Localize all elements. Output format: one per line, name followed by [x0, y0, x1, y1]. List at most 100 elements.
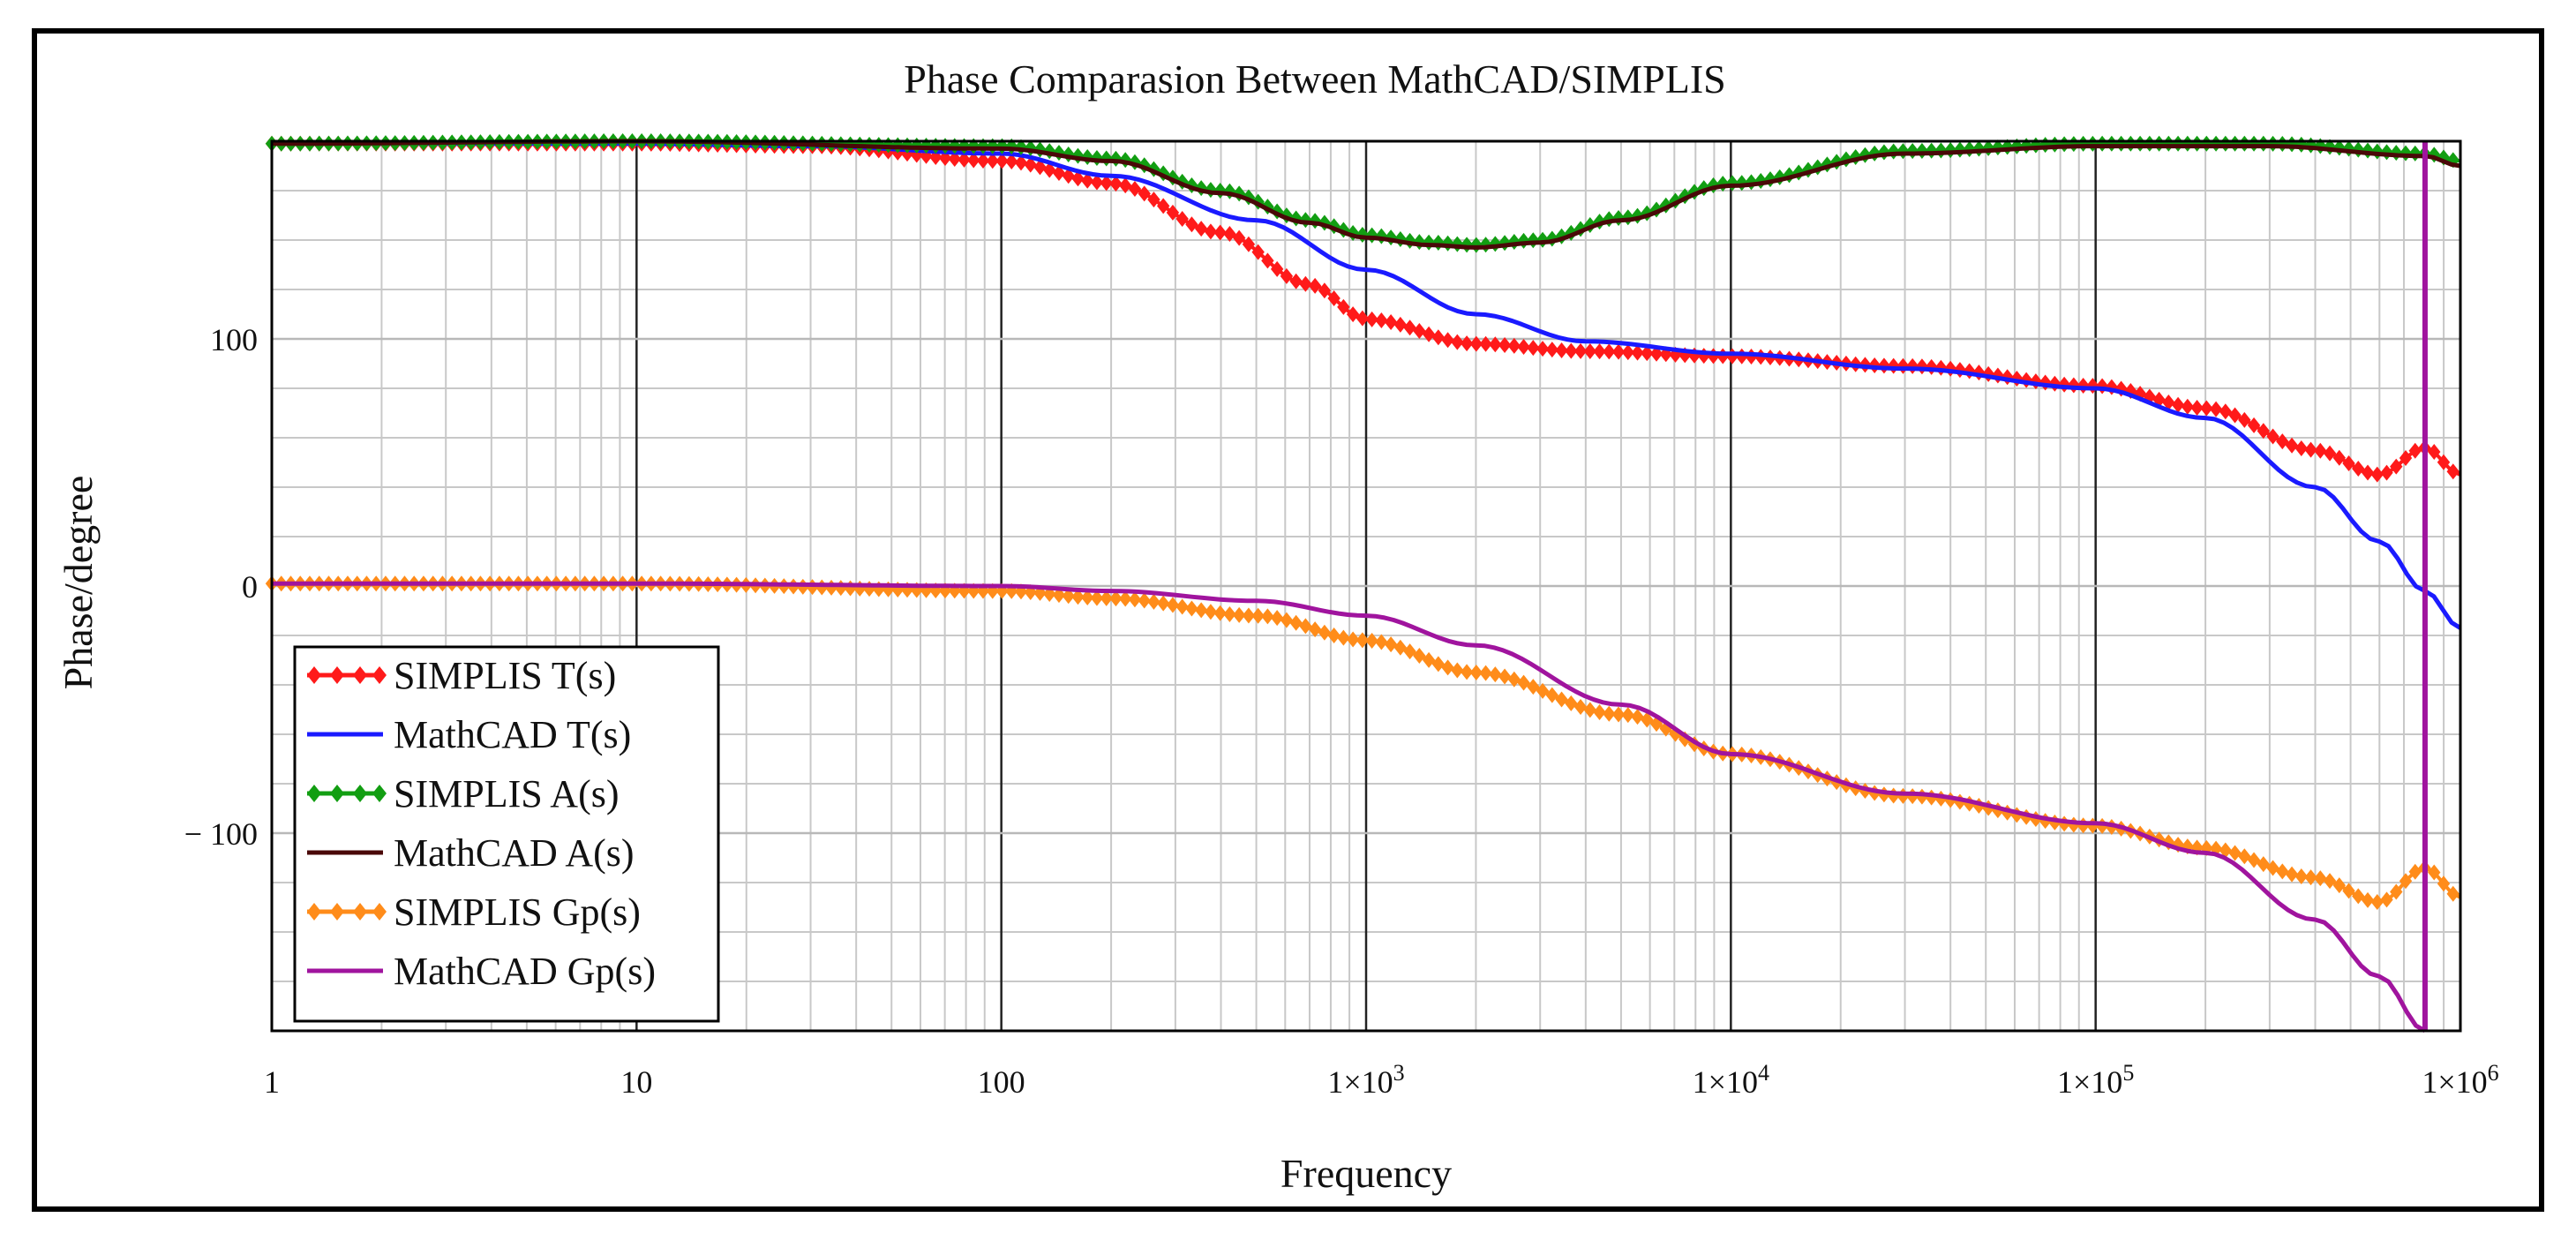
legend-label: MathCAD Gp(s) [394, 950, 656, 993]
data-point [986, 153, 999, 169]
chart-title: Phase Comparasion Between MathCAD/SIMPLI… [904, 56, 1725, 101]
data-point [2228, 407, 2242, 424]
data-point [1905, 143, 1919, 160]
legend-swatch-marker [330, 666, 344, 684]
data-point [1270, 610, 1284, 627]
legend-swatch-marker [372, 785, 387, 802]
legend-swatch-marker [353, 785, 367, 802]
x-tick-label: 1×106 [2422, 1060, 2498, 1100]
series-simplis-t-s [265, 135, 2461, 483]
data-point [1194, 602, 1208, 619]
data-point [1251, 244, 1265, 260]
data-point [1156, 165, 1170, 182]
data-point [1573, 342, 1588, 359]
data-point [1033, 159, 1047, 176]
data-point [2352, 888, 2365, 905]
data-point [1498, 336, 1512, 353]
data-point [2294, 136, 2308, 153]
legend-swatch-marker [307, 903, 321, 921]
data-point [2408, 442, 2422, 459]
data-point [1697, 180, 1710, 197]
data-point [2228, 135, 2242, 152]
data-point [1641, 345, 1654, 362]
data-point [2342, 883, 2355, 899]
data-point [2067, 136, 2081, 153]
data-point [2361, 891, 2375, 908]
data-point [1593, 703, 1606, 720]
data-point [1413, 322, 1426, 339]
data-point [834, 580, 847, 597]
x-tick-label: 1×105 [2057, 1060, 2134, 1100]
data-point [1052, 164, 1066, 181]
data-point [2067, 377, 2081, 394]
data-point [1337, 629, 1350, 646]
data-point [1356, 632, 1370, 649]
data-point [2171, 396, 2185, 413]
data-point [1289, 273, 1303, 289]
data-point [976, 153, 990, 169]
data-point [2446, 885, 2460, 902]
data-point [1204, 604, 1218, 620]
y-axis-ticks: 100 0 − 100 [184, 322, 258, 852]
data-point [2010, 138, 2024, 154]
data-point [2285, 136, 2299, 153]
data-point [1631, 344, 1644, 361]
data-point [1611, 706, 1626, 723]
data-point [872, 581, 885, 597]
data-point [1299, 618, 1312, 635]
data-point [1413, 647, 1426, 664]
data-point [2314, 442, 2327, 459]
data-point [1318, 624, 1332, 641]
data-point [958, 151, 971, 168]
data-point [1062, 168, 1075, 184]
data-point [2294, 868, 2308, 884]
series-mathcad-gp-s [272, 581, 2427, 1033]
data-point [1128, 180, 1142, 197]
data-point [2238, 848, 2251, 865]
data-point [1346, 631, 1360, 648]
data-point [2077, 377, 2090, 394]
data-point [1071, 170, 1085, 187]
data-point [1299, 275, 1312, 292]
data-point [1213, 224, 1227, 241]
data-point [1859, 147, 1872, 163]
data-point [1953, 793, 1967, 810]
data-point [1583, 702, 1596, 718]
data-point [2428, 864, 2441, 881]
data-point [2314, 870, 2327, 887]
data-point [2428, 444, 2441, 461]
data-point [1147, 192, 1160, 208]
data-point [2181, 398, 2195, 415]
data-point [2361, 464, 2375, 481]
data-point [1081, 590, 1094, 606]
data-point [1555, 342, 1568, 359]
data-point [1100, 590, 1113, 606]
data-point [1194, 221, 1208, 237]
data-point [1024, 156, 1037, 173]
legend: SIMPLIS T(s) MathCAD T(s) SIMPLIS A(s) Math… [293, 645, 720, 1023]
data-point [2266, 860, 2279, 876]
data-point [1469, 335, 1483, 352]
data-point [2390, 458, 2403, 475]
legend-entry: MathCAD A(s) [307, 831, 635, 875]
legend-swatch-marker [330, 903, 344, 921]
data-point [2323, 873, 2337, 890]
data-point [1185, 216, 1198, 233]
data-point [2124, 383, 2137, 400]
data-point [1536, 682, 1550, 699]
plot-border [270, 139, 2462, 1033]
data-point [2437, 454, 2451, 470]
data-point [2294, 440, 2308, 456]
data-point [2238, 411, 2251, 428]
data-point [1261, 252, 1274, 269]
data-point [1242, 236, 1256, 252]
data-point [2285, 437, 2299, 454]
data-point [2162, 395, 2175, 411]
data-point [2200, 400, 2213, 417]
data-point [1005, 153, 1018, 169]
data-point [1573, 698, 1588, 715]
data-point [1100, 175, 1113, 192]
data-point [1479, 335, 1492, 352]
data-point [2276, 863, 2289, 880]
legend-swatch-marker [353, 666, 367, 684]
